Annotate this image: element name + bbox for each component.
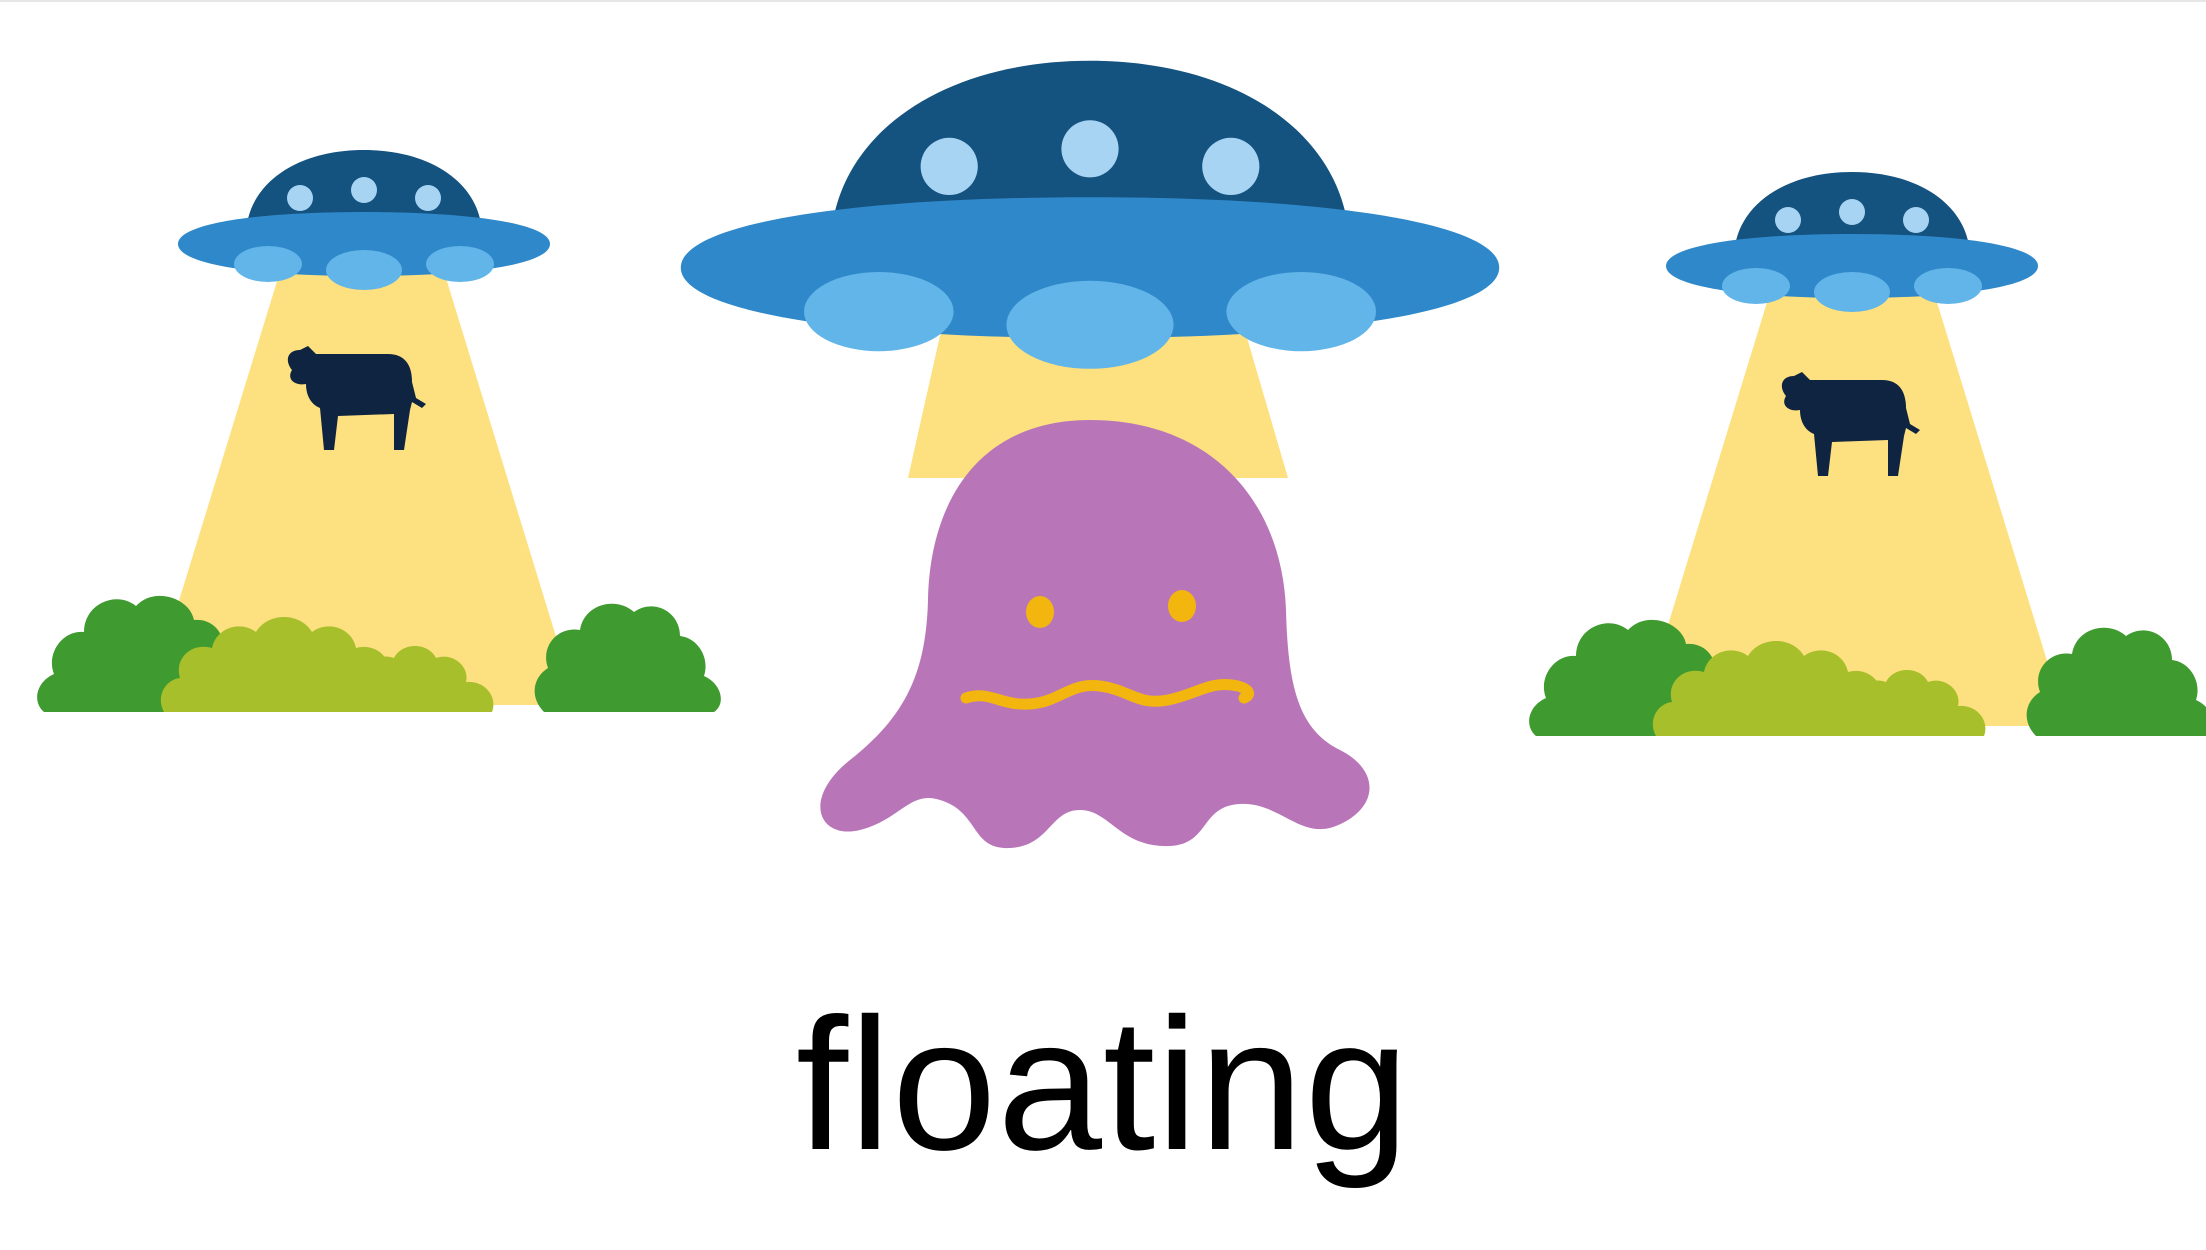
ufo-abducting-cow-left xyxy=(37,150,721,712)
ufo-icon xyxy=(680,60,1500,369)
ufo-abducting-cow-right xyxy=(1529,172,2206,736)
ghost-icon xyxy=(820,420,1370,849)
ufo-icon xyxy=(1666,172,2038,312)
ufo-icon xyxy=(178,150,550,290)
ufo-with-ghost-center xyxy=(680,60,1500,849)
caption-text: floating xyxy=(795,979,1411,1189)
top-border xyxy=(0,0,2206,2)
light-beam xyxy=(908,300,1288,478)
